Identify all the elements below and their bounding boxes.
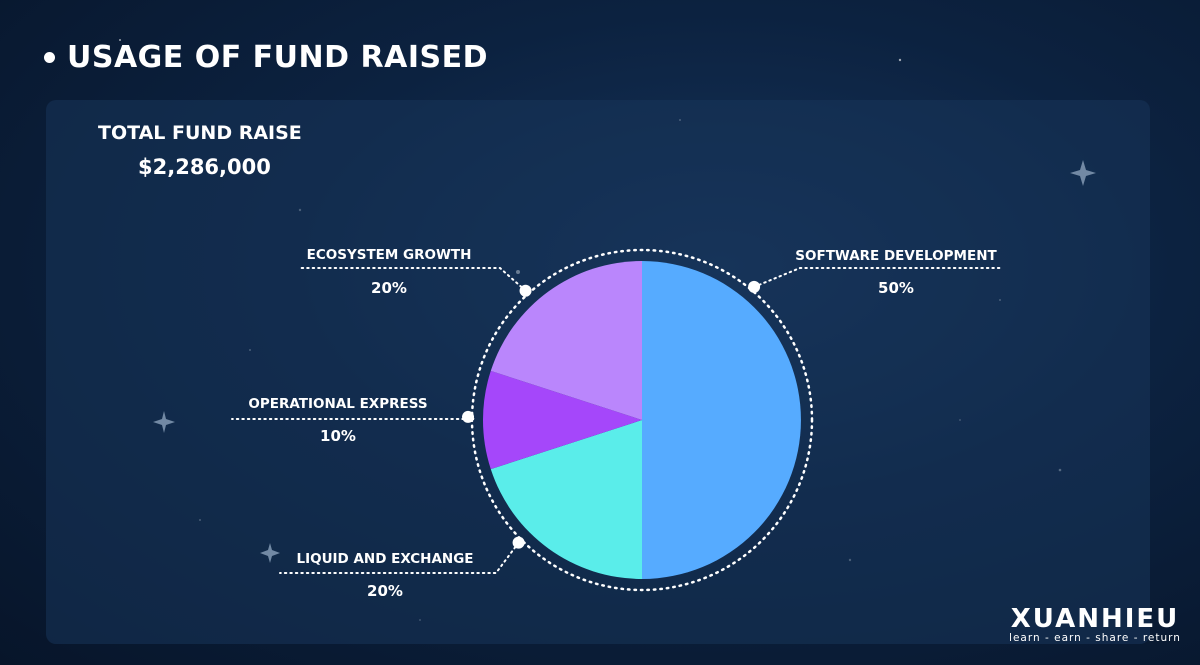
total-fund-value: $2,286,000: [138, 155, 271, 179]
leader-dot-software-development: [748, 280, 761, 293]
slice-label-operational-express: OPERATIONAL EXPRESS: [248, 396, 427, 412]
leader-dot-ecosystem-growth: [519, 284, 532, 297]
pie-slice-ecosystem-growth: [490, 261, 642, 420]
brand-logo: XUANHIEU learn - earn - share - return: [1000, 604, 1190, 644]
pie-slice-operational-express: [483, 370, 642, 470]
leader-dot-liquid-and-exchange: [512, 536, 525, 549]
page-title: USAGE OF FUND RAISED: [44, 40, 488, 75]
slice-label-ecosystem-growth: ECOSYSTEM GROWTH: [307, 247, 472, 263]
brand-name: XUANHIEU: [1010, 604, 1180, 634]
slice-value-operational-express: 10%: [320, 427, 356, 445]
leader-line-software-development: [753, 267, 1001, 288]
leader-line-ecosystem-growth: [299, 267, 527, 292]
title-text: USAGE OF FUND RAISED: [67, 40, 488, 75]
slice-value-ecosystem-growth: 20%: [371, 279, 407, 297]
title-bullet-icon: [44, 52, 55, 63]
total-fund-label: TOTAL FUND RAISE: [98, 122, 302, 144]
pie-slice-software-development: [642, 261, 801, 579]
slice-value-liquid-and-exchange: 20%: [367, 582, 403, 600]
leader-line-liquid-and-exchange: [279, 541, 520, 574]
leader-dot-operational-express: [462, 410, 475, 423]
slice-label-liquid-and-exchange: LIQUID AND EXCHANGE: [296, 551, 473, 567]
slice-value-software-development: 50%: [878, 279, 914, 297]
slice-label-software-development: SOFTWARE DEVELOPMENT: [795, 248, 997, 264]
pie-slice-liquid-and-exchange: [490, 420, 642, 579]
leader-line-operational-express: [231, 415, 475, 420]
brand-tagline: learn - earn - share - return: [1009, 632, 1181, 644]
